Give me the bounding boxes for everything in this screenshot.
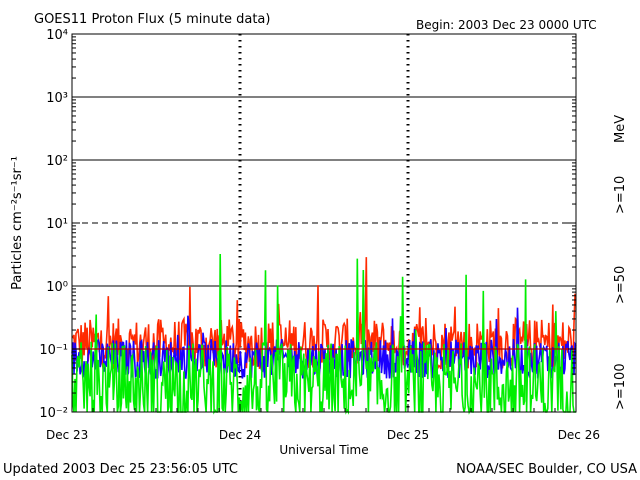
x-tick-label: Dec 24: [219, 428, 261, 442]
chart-title: GOES11 Proton Flux (5 minute data): [34, 12, 270, 27]
legend-label-3: >=100: [613, 363, 628, 410]
y-tick-label: 10²: [46, 154, 68, 169]
legend-unit: MeV: [613, 115, 628, 143]
series-line-3: [71, 253, 576, 415]
y-tick-label: 10⁰: [46, 280, 68, 295]
x-tick-label: Dec 26: [558, 428, 600, 442]
y-tick-label: 10¹: [46, 217, 68, 232]
begin-label: Begin: 2003 Dec 23 0000 UTC: [416, 18, 597, 32]
grid: [72, 34, 576, 412]
y-tick-label: 10³: [46, 91, 68, 106]
updated-label: Updated 2003 Dec 25 23:56:05 UTC: [3, 462, 238, 477]
series-lines: [71, 253, 577, 415]
y-tick-label: 10⁴: [46, 28, 68, 43]
x-tick-label: Dec 25: [387, 428, 429, 442]
y-tick-label: 10⁻¹: [39, 343, 68, 358]
x-axis-label: Universal Time: [279, 443, 368, 457]
axes: 10⁻² 10⁻¹ 10⁰ 10¹ 10² 10³ 10⁴ Dec 23 Dec 24 Dec 2…: [39, 28, 600, 442]
credit-label: NOAA/SEC Boulder, CO USA: [456, 462, 637, 477]
y-tick-label: 10⁻²: [39, 406, 68, 421]
legend-label-2: >=50: [613, 266, 628, 304]
x-tick-label: Dec 23: [46, 428, 88, 442]
y-axis-label: Particles cm⁻²s⁻¹sr⁻¹: [10, 156, 25, 290]
legend-label-1: >=10: [613, 176, 628, 214]
legend: >=10 >=50 >=100 MeV: [613, 115, 628, 410]
